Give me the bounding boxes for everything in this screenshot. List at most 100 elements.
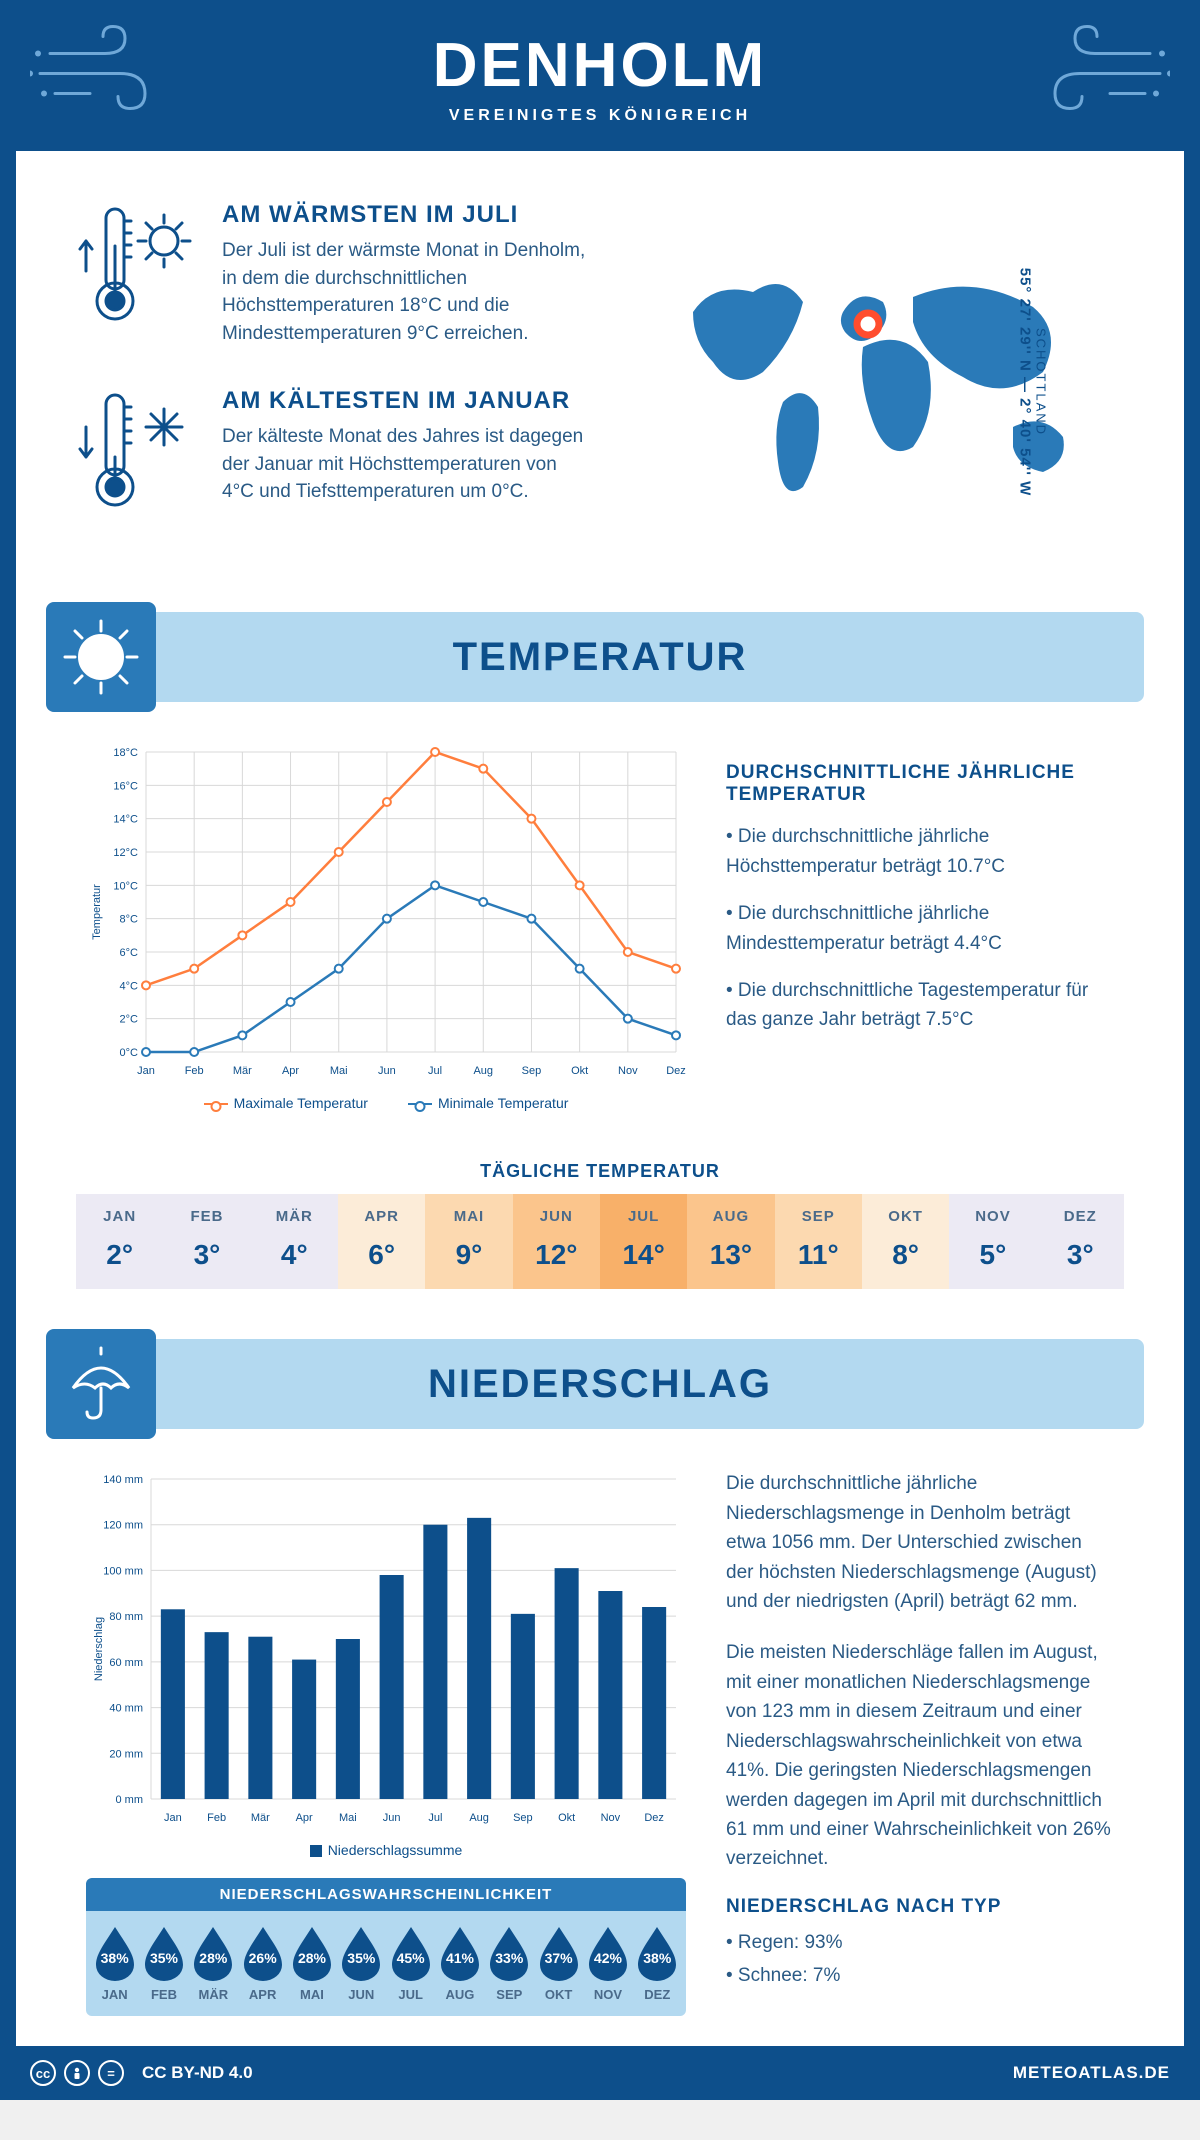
fact-warm-title: AM WÄRMSTEN IM JULI xyxy=(222,201,592,229)
daily-cell: FEB3° xyxy=(163,1194,250,1289)
temp-info-b1: • Die durchschnittliche jährliche Höchst… xyxy=(726,822,1114,881)
wind-icon-right xyxy=(1040,23,1170,128)
svg-text:Apr: Apr xyxy=(296,1812,313,1824)
svg-text:10°C: 10°C xyxy=(113,881,138,893)
probability-cell: 28% MAI xyxy=(287,1925,336,2002)
svg-text:Jan: Jan xyxy=(137,1065,155,1077)
raindrop-icon: 28% xyxy=(289,1925,335,1981)
cc-icon: cc xyxy=(30,2060,56,2086)
svg-text:Mai: Mai xyxy=(330,1065,348,1077)
svg-text:40 mm: 40 mm xyxy=(109,1703,143,1715)
probability-cell: 37% OKT xyxy=(534,1925,583,2002)
probability-cell: 42% NOV xyxy=(583,1925,632,2002)
intro-section: AM WÄRMSTEN IM JULI Der Juli ist der wär… xyxy=(16,151,1184,612)
temperature-area: 0°C2°C4°C6°C8°C10°C12°C14°C16°C18°CJanFe… xyxy=(16,742,1184,1141)
nd-icon: = xyxy=(98,2060,124,2086)
temp-legend: Maximale Temperatur Minimale Temperatur xyxy=(86,1095,686,1111)
svg-text:Jun: Jun xyxy=(378,1065,396,1077)
daily-cell: MÄR4° xyxy=(251,1194,338,1289)
coordinates: SCHOTTLAND 55° 27' 29'' N — 2° 40' 54'' … xyxy=(1016,267,1048,496)
svg-text:6°C: 6°C xyxy=(120,947,139,959)
map-column: SCHOTTLAND 55° 27' 29'' N — 2° 40' 54'' … xyxy=(632,201,1124,562)
daily-cell: SEP11° xyxy=(775,1194,862,1289)
probability-cell: 26% APR xyxy=(238,1925,287,2002)
svg-text:18°C: 18°C xyxy=(113,747,138,759)
license: cc = CC BY-ND 4.0 xyxy=(30,2060,253,2086)
svg-text:Nov: Nov xyxy=(601,1812,621,1824)
daily-cell: NOV5° xyxy=(949,1194,1036,1289)
svg-text:0°C: 0°C xyxy=(120,1047,139,1059)
daily-cell: APR6° xyxy=(338,1194,425,1289)
svg-text:Okt: Okt xyxy=(571,1065,588,1077)
svg-text:Jul: Jul xyxy=(428,1065,442,1077)
daily-cell: MAI9° xyxy=(425,1194,512,1289)
svg-text:20 mm: 20 mm xyxy=(109,1748,143,1760)
umbrella-icon xyxy=(46,1329,156,1439)
daily-cell: JUL14° xyxy=(600,1194,687,1289)
svg-text:Apr: Apr xyxy=(282,1065,299,1077)
raindrop-icon: 45% xyxy=(388,1925,434,1981)
daily-cell: JUN12° xyxy=(513,1194,600,1289)
probability-cell: 35% JUN xyxy=(337,1925,386,2002)
thermometer-sun-icon xyxy=(76,201,196,347)
probability-heading: NIEDERSCHLAGSWAHRSCHEINLICHKEIT xyxy=(86,1878,686,1911)
precip-text: Die durchschnittliche jährliche Niedersc… xyxy=(726,1469,1114,2016)
precip-left: 0 mm20 mm40 mm60 mm80 mm100 mm120 mm140 … xyxy=(86,1469,686,2016)
fact-cold-text: Der kälteste Monat des Jahres ist dagege… xyxy=(222,423,592,506)
precip-legend: Niederschlagssumme xyxy=(86,1842,686,1858)
precip-chart: 0 mm20 mm40 mm60 mm80 mm100 mm120 mm140 … xyxy=(86,1469,686,1829)
fact-coldest: AM KÄLTESTEN IM JANUAR Der kälteste Mona… xyxy=(76,387,592,522)
svg-text:80 mm: 80 mm xyxy=(109,1611,143,1623)
svg-text:12°C: 12°C xyxy=(113,847,138,859)
raindrop-icon: 37% xyxy=(536,1925,582,1981)
svg-text:Sep: Sep xyxy=(522,1065,542,1077)
temp-info-b3: • Die durchschnittliche Tagestemperatur … xyxy=(726,976,1114,1035)
svg-text:Mär: Mär xyxy=(233,1065,252,1077)
precip-area: 0 mm20 mm40 mm60 mm80 mm100 mm120 mm140 … xyxy=(16,1469,1184,2046)
probability-cell: 41% AUG xyxy=(435,1925,484,2002)
fact-cold-title: AM KÄLTESTEN IM JANUAR xyxy=(222,387,592,415)
raindrop-icon: 41% xyxy=(437,1925,483,1981)
raindrop-icon: 35% xyxy=(338,1925,384,1981)
raindrop-icon: 38% xyxy=(634,1925,680,1981)
precip-type2: • Schnee: 7% xyxy=(726,1961,1114,1990)
svg-text:8°C: 8°C xyxy=(120,914,139,926)
daily-cell: JAN2° xyxy=(76,1194,163,1289)
svg-text:Dez: Dez xyxy=(666,1065,686,1077)
raindrop-icon: 26% xyxy=(240,1925,286,1981)
section-banner-temperature: TEMPERATUR xyxy=(56,612,1144,702)
fact-warm-text: Der Juli ist der wärmste Monat in Denhol… xyxy=(222,237,592,347)
svg-text:16°C: 16°C xyxy=(113,781,138,793)
svg-text:Temperatur: Temperatur xyxy=(91,884,103,940)
precip-p2: Die meisten Niederschläge fallen im Augu… xyxy=(726,1638,1114,1874)
temperature-title: TEMPERATUR xyxy=(56,635,1144,680)
raindrop-icon: 35% xyxy=(141,1925,187,1981)
raindrop-icon: 33% xyxy=(486,1925,532,1981)
footer: cc = CC BY-ND 4.0 METEOATLAS.DE xyxy=(0,2046,1200,2100)
svg-text:Mär: Mär xyxy=(251,1812,270,1824)
precip-p1: Die durchschnittliche jährliche Niedersc… xyxy=(726,1469,1114,1616)
daily-cell: AUG13° xyxy=(687,1194,774,1289)
precip-title: NIEDERSCHLAG xyxy=(56,1362,1144,1407)
raindrop-icon: 42% xyxy=(585,1925,631,1981)
temperature-info: DURCHSCHNITTLICHE JÄHRLICHE TEMPERATUR •… xyxy=(726,742,1114,1111)
svg-text:Feb: Feb xyxy=(185,1065,204,1077)
facts-column: AM WÄRMSTEN IM JULI Der Juli ist der wär… xyxy=(76,201,592,562)
svg-text:60 mm: 60 mm xyxy=(109,1657,143,1669)
probability-cell: 45% JUL xyxy=(386,1925,435,2002)
precip-type1: • Regen: 93% xyxy=(726,1928,1114,1957)
header: DENHOLM VEREINIGTES KÖNIGREICH xyxy=(0,0,1200,151)
probability-cell: 35% FEB xyxy=(139,1925,188,2002)
section-banner-precip: NIEDERSCHLAG xyxy=(56,1339,1144,1429)
svg-text:Aug: Aug xyxy=(473,1065,493,1077)
by-icon xyxy=(64,2060,90,2086)
svg-text:4°C: 4°C xyxy=(120,981,139,993)
thermometer-snow-icon xyxy=(76,387,196,522)
precip-type-heading: NIEDERSCHLAG NACH TYP xyxy=(726,1896,1114,1918)
svg-text:0 mm: 0 mm xyxy=(116,1794,144,1806)
country-subtitle: VEREINIGTES KÖNIGREICH xyxy=(0,107,1200,125)
svg-text:140 mm: 140 mm xyxy=(103,1474,143,1486)
svg-text:Feb: Feb xyxy=(207,1812,226,1824)
svg-text:14°C: 14°C xyxy=(113,814,138,826)
daily-cell: DEZ3° xyxy=(1037,1194,1124,1289)
